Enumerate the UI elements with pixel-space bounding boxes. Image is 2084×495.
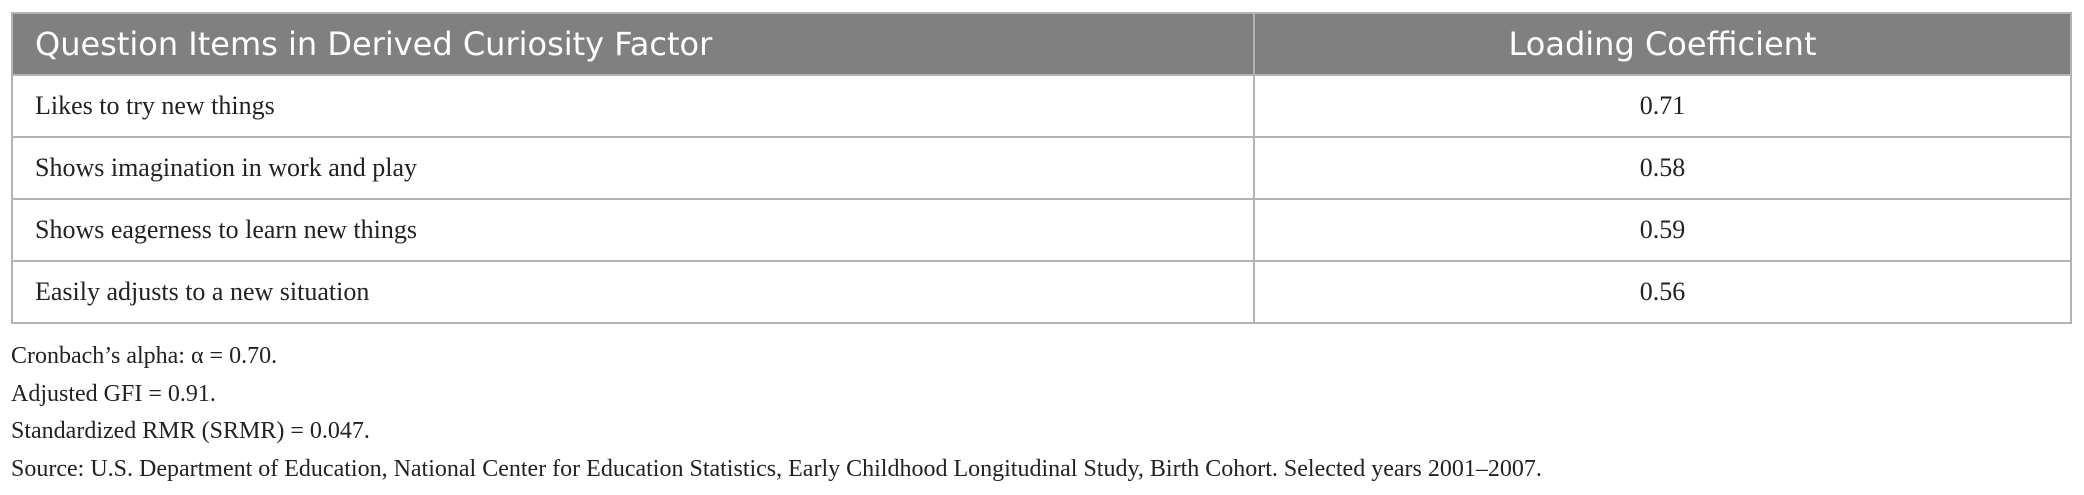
table-cell: Likes to try new things	[11, 74, 1255, 138]
table-cell: 0.71	[1253, 74, 2072, 138]
note: Adjusted GFI = 0.91.	[11, 380, 216, 407]
table-row: Shows imagination in work and play 0.58	[11, 136, 2072, 200]
header-cell: Question Items in Derived Curiosity Fact…	[11, 12, 1255, 76]
table: Question Items in Derived Curiosity Fact…	[11, 12, 2072, 324]
table-cell: 0.56	[1253, 260, 2072, 324]
table-cell: Easily adjusts to a new situation	[11, 260, 1255, 324]
table-cell: 0.59	[1253, 198, 2072, 262]
table-row: Shows eagerness to learn new things 0.59	[11, 198, 2072, 262]
header-row: Question Items in Derived Curiosity Fact…	[11, 12, 2072, 76]
table-cell: Shows eagerness to learn new things	[11, 198, 1255, 262]
table-cell: 0.58	[1253, 136, 2072, 200]
note: Cronbach’s alpha: α = 0.70.	[11, 343, 278, 369]
note: Source: U.S. Department of Education, Na…	[11, 455, 1542, 482]
table-row: Likes to try new things 0.71	[11, 74, 2072, 138]
header-cell: Loading Coefficient	[1253, 12, 2072, 76]
table-cell: Shows imagination in work and play	[11, 136, 1255, 200]
notes: Cronbach’s alpha: α = 0.70. Adjusted GFI …	[11, 338, 1542, 488]
note: Standardized RMR (SRMR) = 0.047.	[11, 418, 370, 444]
table-row: Easily adjusts to a new situation 0.56	[11, 260, 2072, 324]
